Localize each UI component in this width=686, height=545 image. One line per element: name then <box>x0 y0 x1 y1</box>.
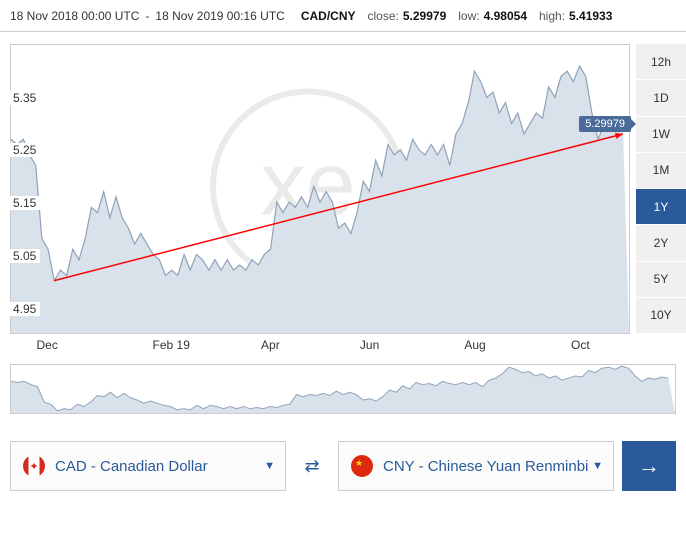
flag-cny-icon <box>351 455 373 477</box>
main-chart[interactable]: xe 4.955.055.155.255.35 5.29979 <box>10 44 630 334</box>
chart-header: 18 Nov 2018 00:00 UTC - 18 Nov 2019 00:1… <box>0 0 686 32</box>
timeframe-5y[interactable]: 5Y <box>636 262 686 298</box>
low-label: low: <box>458 9 479 23</box>
currency-to-select[interactable]: CNY - Chinese Yuan Renminbi ▼ <box>338 441 614 491</box>
swap-button[interactable]: ⇄ <box>294 441 330 491</box>
timeframe-1m[interactable]: 1M <box>636 153 686 189</box>
swap-icon: ⇄ <box>304 456 319 477</box>
high-value: 5.41933 <box>569 9 612 23</box>
x-tick: Oct <box>571 338 590 352</box>
timeframe-1y[interactable]: 1Y <box>636 189 686 225</box>
pair: CAD/CNY <box>301 9 356 23</box>
go-button[interactable]: → <box>622 441 676 491</box>
low-value: 4.98054 <box>484 9 527 23</box>
y-tick: 4.95 <box>9 302 40 316</box>
y-tick: 5.35 <box>9 91 40 105</box>
x-tick: Aug <box>464 338 485 352</box>
timeframe-1d[interactable]: 1D <box>636 80 686 116</box>
timeframe-rail: 12h1D1W1M1Y2Y5Y10Y <box>636 44 686 334</box>
current-price-marker: 5.29979 <box>579 116 631 132</box>
currency-to-label: CNY - Chinese Yuan Renminbi <box>383 458 588 475</box>
high-label: high: <box>539 9 565 23</box>
x-tick: Dec <box>37 338 58 352</box>
x-tick: Feb 19 <box>153 338 190 352</box>
caret-down-icon: ▼ <box>592 460 603 472</box>
overview-series <box>11 365 675 413</box>
y-tick: 5.25 <box>9 143 40 157</box>
date-from: 18 Nov 2018 00:00 UTC <box>10 9 139 23</box>
timeframe-2y[interactable]: 2Y <box>636 225 686 261</box>
timeframe-1w[interactable]: 1W <box>636 117 686 153</box>
x-tick: Apr <box>261 338 280 352</box>
timeframe-10y[interactable]: 10Y <box>636 298 686 334</box>
y-tick: 5.15 <box>9 196 40 210</box>
close-label: close: <box>368 9 399 23</box>
main-series <box>11 45 629 333</box>
caret-down-icon: ▼ <box>264 460 275 472</box>
arrow-right-icon: → <box>638 453 660 479</box>
close-value: 5.29979 <box>403 9 446 23</box>
x-axis: Dec Feb 19 Apr Jun Aug Oct <box>10 338 630 358</box>
timeframe-12h[interactable]: 12h <box>636 44 686 80</box>
date-sep: - <box>145 9 149 23</box>
flag-cad-icon <box>23 455 45 477</box>
overview-chart[interactable] <box>10 364 676 414</box>
chart-area: xe 4.955.055.155.255.35 5.29979 DecFeb 1… <box>0 32 686 422</box>
y-tick: 5.05 <box>9 249 40 263</box>
date-to: 18 Nov 2019 00:16 UTC <box>155 9 284 23</box>
currency-bar: CAD - Canadian Dollar ▼ ⇄ CNY - Chinese … <box>10 436 676 496</box>
currency-from-label: CAD - Canadian Dollar <box>55 458 208 475</box>
currency-from-select[interactable]: CAD - Canadian Dollar ▼ <box>10 441 286 491</box>
x-tick: Jun <box>360 338 379 352</box>
